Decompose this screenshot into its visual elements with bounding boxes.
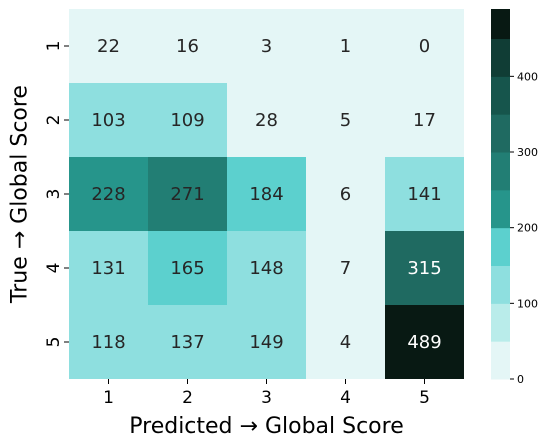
colorbar-segment <box>491 114 510 153</box>
heatmap-cell <box>227 157 306 231</box>
cell-value-label: 271 <box>170 184 204 205</box>
y-axis: 1 2 3 4 5 <box>44 41 69 348</box>
heatmap-cell <box>306 9 385 83</box>
colorbar-tick-label: 100 <box>517 297 538 310</box>
cell-value-label: 141 <box>407 184 441 205</box>
heatmap-cell <box>148 9 227 83</box>
cell-value-label: 315 <box>407 258 441 279</box>
heatmap-cell <box>306 157 385 231</box>
heatmap-cells: 22 16 3 1 0 103 109 28 5 17 228 271 184 6 141 131 165 148… <box>69 9 464 379</box>
cell-value-label: 149 <box>249 332 283 353</box>
cell-value-label: 148 <box>249 258 283 279</box>
heatmap-cell <box>385 157 464 231</box>
y-tick-label: 3 <box>44 189 64 200</box>
x-tick-label: 4 <box>340 388 351 408</box>
cell-value-label: 228 <box>91 184 125 205</box>
x-axis-title: Predicted → Global Score <box>129 414 403 439</box>
cell-value-label: 165 <box>170 258 204 279</box>
heatmap-cell <box>69 305 148 379</box>
y-axis-title: True → Global Score <box>8 85 33 304</box>
cell-value-label: 16 <box>176 36 199 57</box>
heatmap-cell <box>385 9 464 83</box>
heatmap-cell <box>148 157 227 231</box>
cell-value-label: 3 <box>261 36 272 57</box>
cell-value-label: 118 <box>91 332 125 353</box>
cell-value-label: 7 <box>340 258 351 279</box>
cell-value-label: 1 <box>340 36 351 57</box>
heatmap-cell <box>227 9 306 83</box>
heatmap-cell <box>69 9 148 83</box>
colorbar-segment <box>491 152 510 191</box>
y-tick-label: 4 <box>44 263 64 274</box>
heatmap-cell <box>69 231 148 305</box>
colorbar-segment <box>491 341 510 380</box>
colorbar-tick-label: 400 <box>517 70 538 83</box>
heatmap-cell <box>306 231 385 305</box>
heatmap-cell <box>306 83 385 157</box>
colorbar-tick-label: 300 <box>517 146 538 159</box>
colorbar-segment <box>491 9 510 40</box>
cell-value-label: 22 <box>97 36 120 57</box>
colorbar-segment <box>491 265 510 304</box>
heatmap-cell <box>227 305 306 379</box>
cell-value-label: 17 <box>413 110 436 131</box>
colorbar-tick-label: 0 <box>517 373 524 386</box>
cell-value-label: 4 <box>340 332 351 353</box>
cell-value-label: 6 <box>340 184 351 205</box>
colorbar-tick-label: 200 <box>517 222 538 235</box>
cell-value-label: 489 <box>407 332 441 353</box>
heatmap-cell <box>385 83 464 157</box>
y-tick-label: 1 <box>44 41 64 52</box>
heatmap-cell <box>227 231 306 305</box>
heatmap-cell <box>385 231 464 305</box>
colorbar: 0 100 200 300 400 <box>491 9 538 386</box>
x-tick-label: 2 <box>182 388 193 408</box>
colorbar-segment <box>491 76 510 115</box>
heatmap-cell <box>148 83 227 157</box>
heatmap-cell <box>148 305 227 379</box>
colorbar-segment <box>491 303 510 342</box>
x-axis: 1 2 3 4 5 <box>103 379 430 408</box>
colorbar-segment <box>491 38 510 77</box>
y-tick-label: 2 <box>44 115 64 126</box>
cell-value-label: 184 <box>249 184 283 205</box>
colorbar-segment <box>491 189 510 229</box>
heatmap-cell <box>69 83 148 157</box>
x-tick-label: 5 <box>419 388 430 408</box>
heatmap-cell <box>69 157 148 231</box>
cell-value-label: 103 <box>91 110 125 131</box>
cell-value-label: 131 <box>91 258 125 279</box>
cell-value-label: 137 <box>170 332 204 353</box>
colorbar-segment <box>491 227 510 267</box>
heatmap-cell <box>227 83 306 157</box>
x-tick-label: 1 <box>103 388 114 408</box>
cell-value-label: 109 <box>170 110 204 131</box>
y-tick-label: 5 <box>44 337 64 348</box>
cell-value-label: 5 <box>340 110 351 131</box>
cell-value-label: 28 <box>255 110 278 131</box>
heatmap-cell <box>385 305 464 379</box>
heatmap-cell <box>148 231 227 305</box>
cell-value-label: 0 <box>419 36 430 57</box>
x-tick-label: 3 <box>261 388 272 408</box>
heatmap-cell <box>306 305 385 379</box>
